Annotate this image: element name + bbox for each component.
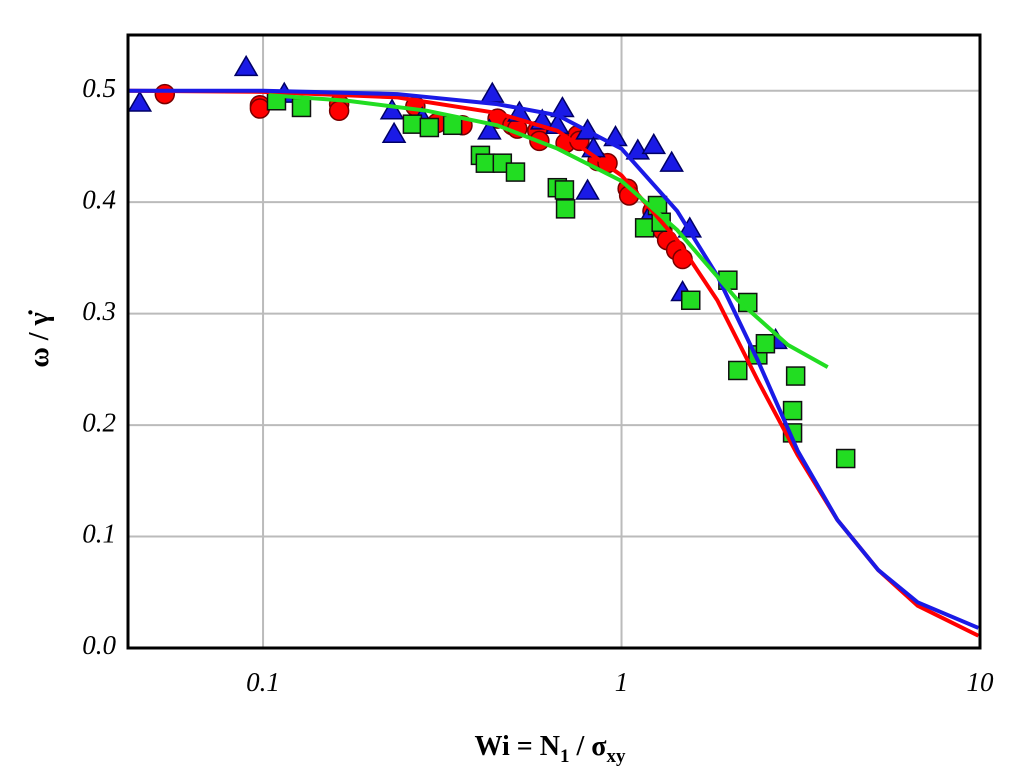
data-point [419,117,440,138]
data-point [477,118,502,140]
x-label-sub: xy [606,746,626,767]
data-point [785,366,806,386]
x-label-sub: 1 [560,746,570,767]
x-label-part: Wi = N [475,731,560,762]
fit-curve [128,88,980,630]
data-point [755,333,776,354]
data-point [402,114,423,134]
data-point [328,100,350,122]
data-point [782,400,803,421]
x-label-part: / σ [569,731,607,762]
data-point [659,150,684,172]
data-point [625,138,651,160]
data-point [575,178,600,200]
x-tick-label: 0.1 [246,667,280,697]
y-tick-label: 0.1 [82,519,116,549]
plot-frame [126,33,982,650]
data-point [835,448,856,469]
data-point [681,290,701,311]
data-point [249,98,271,119]
data-point [555,199,576,219]
fit-curve [127,88,980,638]
y-axis-label: ω / γ̇ [24,309,55,367]
data-point [505,162,526,182]
data-point [127,90,153,112]
y-tick-label: 0.4 [82,184,116,214]
data-point [479,81,505,103]
data-point [291,97,312,118]
y-tick-label: 0.0 [82,630,116,660]
data-point [677,216,703,238]
y-tick-label: 0.2 [82,407,116,437]
x-axis-label: Wi = N1 / σxy [475,731,626,767]
data-point [641,132,667,155]
fit-curve [269,93,829,369]
x-tick-label: 10 [967,667,995,697]
x-tick-label: 1 [615,667,629,697]
data-point [379,98,405,120]
data-point [728,360,748,381]
data-point [554,180,575,200]
y-tick-label: 0.5 [82,73,116,103]
data-point [154,83,176,105]
y-tick-label: 0.3 [82,296,116,326]
data-point [381,121,407,143]
data-point [634,218,655,238]
data-point [233,54,259,77]
data-point [475,153,496,173]
